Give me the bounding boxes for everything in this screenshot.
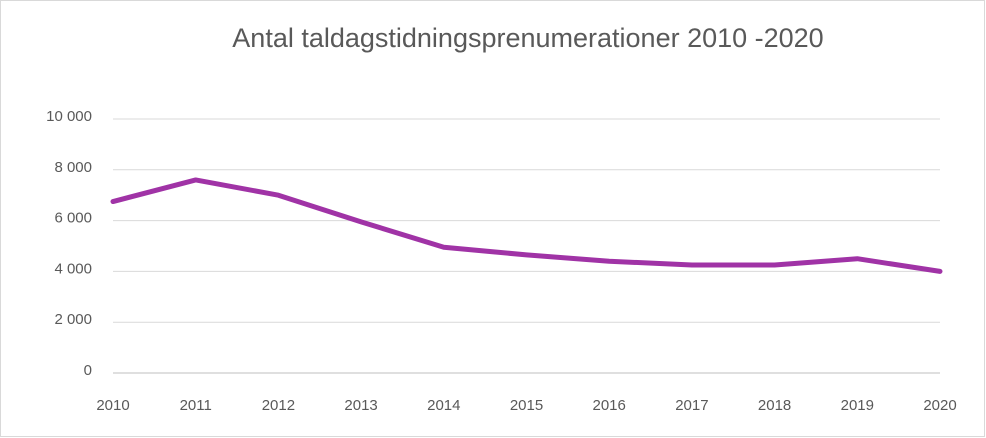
y-tick-label: 4 000	[54, 260, 92, 277]
chart-title: Antal taldagstidningsprenumerationer 201…	[232, 23, 823, 53]
y-tick-label: 6 000	[54, 210, 92, 227]
y-tick-label: 10 000	[46, 108, 92, 125]
x-tick-label: 2020	[923, 397, 956, 414]
x-tick-label: 2015	[510, 397, 543, 414]
line	[110, 177, 943, 274]
x-tick-label: 2017	[675, 397, 708, 414]
x-tick-label: 2013	[344, 397, 377, 414]
x-tick-label: 2016	[593, 397, 626, 414]
y-tick-label: 0	[84, 362, 92, 379]
x-tick-label: 2011	[180, 397, 212, 414]
x-tick-label: 2019	[841, 397, 874, 414]
y-tick-label: 2 000	[54, 311, 92, 328]
x-tick-label: 2012	[262, 397, 295, 414]
x-tick-label: 2010	[96, 397, 129, 414]
x-tick-label: 2018	[758, 397, 791, 414]
x-tick-label: 2014	[427, 397, 460, 414]
y-tick-label: 8 000	[54, 159, 92, 176]
